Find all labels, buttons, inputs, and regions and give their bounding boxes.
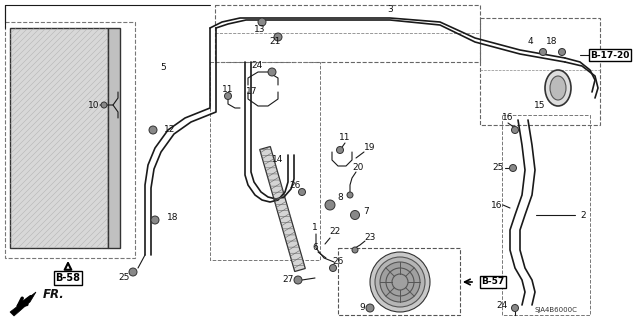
Text: B-17-20: B-17-20 xyxy=(590,50,630,60)
Text: 11: 11 xyxy=(339,133,351,143)
Text: 18: 18 xyxy=(547,38,557,47)
Circle shape xyxy=(274,33,282,41)
Bar xyxy=(108,28,120,248)
Text: 26: 26 xyxy=(289,181,301,189)
Circle shape xyxy=(351,211,360,219)
Circle shape xyxy=(151,216,159,224)
Text: 1: 1 xyxy=(312,224,318,233)
Circle shape xyxy=(380,262,420,302)
Text: 7: 7 xyxy=(363,207,369,217)
Text: 21: 21 xyxy=(269,38,281,47)
Text: 15: 15 xyxy=(534,100,546,109)
Text: 27: 27 xyxy=(282,276,294,285)
Circle shape xyxy=(392,274,408,290)
Text: 16: 16 xyxy=(502,114,514,122)
Circle shape xyxy=(258,18,266,26)
Text: 26: 26 xyxy=(332,257,344,266)
Circle shape xyxy=(511,305,518,311)
Circle shape xyxy=(337,146,344,153)
Text: SJA4B6000C: SJA4B6000C xyxy=(534,307,577,313)
Text: 10: 10 xyxy=(88,100,100,109)
Text: 19: 19 xyxy=(364,144,376,152)
Text: 13: 13 xyxy=(254,26,266,34)
Bar xyxy=(5,22,135,258)
Text: 20: 20 xyxy=(352,164,364,173)
Text: 8: 8 xyxy=(337,194,343,203)
Bar xyxy=(215,5,480,62)
Circle shape xyxy=(325,200,335,210)
Circle shape xyxy=(294,276,302,284)
Bar xyxy=(502,115,590,315)
Circle shape xyxy=(225,93,232,100)
Text: 24: 24 xyxy=(252,62,262,70)
Text: 9: 9 xyxy=(359,303,365,313)
Text: 12: 12 xyxy=(164,125,176,135)
Ellipse shape xyxy=(545,70,571,106)
Circle shape xyxy=(101,102,107,108)
Circle shape xyxy=(298,189,305,196)
Text: 2: 2 xyxy=(580,211,586,219)
Text: 4: 4 xyxy=(527,38,533,47)
Circle shape xyxy=(352,247,358,253)
Text: B-58: B-58 xyxy=(56,273,81,283)
Text: FR.: FR. xyxy=(43,288,65,301)
Text: 16: 16 xyxy=(492,201,503,210)
Circle shape xyxy=(149,126,157,134)
Text: B-57: B-57 xyxy=(481,278,504,286)
Circle shape xyxy=(268,68,276,76)
Text: 22: 22 xyxy=(330,227,340,236)
Circle shape xyxy=(129,268,137,276)
Text: 25: 25 xyxy=(492,164,504,173)
Text: 23: 23 xyxy=(364,234,376,242)
Circle shape xyxy=(386,268,414,296)
Bar xyxy=(10,28,108,248)
Text: 6: 6 xyxy=(312,243,318,253)
Text: 18: 18 xyxy=(167,213,179,222)
Text: 3: 3 xyxy=(387,5,393,14)
Circle shape xyxy=(511,127,518,133)
Circle shape xyxy=(375,257,425,307)
Text: 25: 25 xyxy=(118,273,130,283)
Circle shape xyxy=(540,48,547,56)
Polygon shape xyxy=(260,146,305,271)
Polygon shape xyxy=(10,292,36,316)
Text: 17: 17 xyxy=(246,87,258,97)
Bar xyxy=(210,62,320,260)
Text: 24: 24 xyxy=(497,300,508,309)
Circle shape xyxy=(509,165,516,172)
Text: 11: 11 xyxy=(222,85,234,94)
Text: 14: 14 xyxy=(272,155,284,165)
Text: 5: 5 xyxy=(160,63,166,72)
Ellipse shape xyxy=(550,76,566,100)
Circle shape xyxy=(559,48,566,56)
Circle shape xyxy=(347,192,353,198)
Circle shape xyxy=(330,264,337,271)
Circle shape xyxy=(366,304,374,312)
Bar xyxy=(338,248,460,315)
Circle shape xyxy=(370,252,430,312)
Bar xyxy=(480,18,600,125)
